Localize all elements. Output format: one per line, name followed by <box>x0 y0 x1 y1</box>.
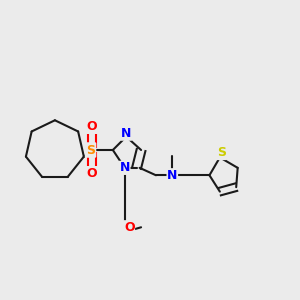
Text: S: S <box>86 143 95 157</box>
Text: S: S <box>217 146 226 160</box>
Text: O: O <box>87 167 98 180</box>
Text: O: O <box>87 120 98 133</box>
Text: O: O <box>124 221 134 234</box>
Text: N: N <box>167 169 178 182</box>
Text: N: N <box>119 161 130 174</box>
Text: N: N <box>121 127 131 140</box>
